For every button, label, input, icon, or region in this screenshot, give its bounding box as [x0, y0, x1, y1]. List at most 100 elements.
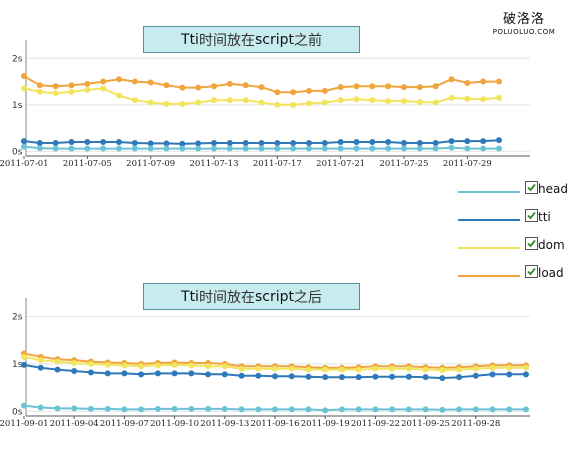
data-point-tti	[54, 366, 61, 373]
legend-swatch-dom	[458, 247, 520, 249]
check-icon	[527, 267, 536, 276]
data-point-dom	[523, 364, 529, 371]
data-point-tti	[171, 370, 178, 377]
data-point-head	[100, 145, 107, 152]
x-tick-label: 2011-09-22	[351, 419, 400, 429]
data-point-tti	[353, 139, 360, 146]
data-point-head	[385, 145, 392, 152]
data-point-dom	[372, 365, 379, 372]
data-point-tti	[71, 368, 78, 375]
data-point-load	[226, 80, 233, 87]
data-point-head	[179, 145, 186, 152]
data-point-tti	[272, 373, 278, 380]
x-tick-label: 2011-09-16	[250, 419, 299, 429]
legend-checkbox-tti[interactable]	[525, 209, 538, 222]
x-tick-label: 2011-09-07	[100, 419, 149, 429]
chart-before: 0s 1s 2s 2011-07-01 2011-07-05 2011-07-09 2011…	[0, 40, 530, 169]
data-point-tti	[179, 140, 186, 147]
legend-swatch-load	[458, 275, 520, 277]
data-point-tti	[221, 371, 228, 378]
data-point-load	[353, 83, 360, 90]
data-point-tti	[523, 371, 529, 378]
x-tick-label: 2011-09-28	[451, 419, 500, 429]
data-point-load	[116, 76, 122, 83]
site-logo-text: 破洛洛	[502, 12, 545, 27]
data-point-dom	[255, 365, 262, 372]
legend-label-head: head	[538, 182, 568, 196]
legend-checkbox-load[interactable]	[525, 265, 538, 278]
x-tick-label: 2011-07-09	[126, 159, 175, 169]
data-point-tti	[464, 138, 471, 145]
data-point-load	[211, 83, 217, 90]
data-point-tti	[506, 371, 513, 378]
legend-swatch-head	[458, 191, 520, 193]
data-point-dom	[37, 357, 44, 364]
data-point-head	[37, 404, 44, 411]
data-point-load	[68, 82, 75, 89]
data-point-load	[84, 80, 91, 87]
data-point-tti	[238, 372, 245, 379]
data-point-dom	[496, 94, 502, 101]
data-point-head	[116, 145, 122, 152]
data-point-load	[448, 76, 455, 83]
data-point-dom	[121, 362, 128, 369]
data-point-head	[258, 145, 265, 152]
chart-after-title-tail: 之后	[293, 289, 322, 306]
data-point-dom	[448, 94, 455, 101]
data-point-dom	[472, 365, 479, 372]
data-point-dom	[116, 92, 122, 99]
data-point-tti	[389, 373, 396, 380]
chart-after-title-code: script	[254, 288, 294, 305]
y-tick-label: 0s	[12, 407, 23, 417]
data-point-head	[337, 145, 344, 152]
data-point-tti	[432, 139, 439, 146]
chart-after-title-cn: 时间放在	[198, 289, 255, 306]
data-point-dom	[104, 361, 111, 368]
data-point-dom	[21, 353, 27, 360]
data-point-head	[211, 145, 217, 152]
data-point-load	[416, 84, 423, 91]
check-icon	[527, 183, 536, 192]
data-point-dom	[171, 361, 178, 368]
data-point-load	[21, 72, 27, 79]
data-point-head	[147, 145, 154, 152]
data-point-dom	[21, 85, 27, 92]
data-point-head	[480, 145, 487, 152]
data-point-dom	[71, 359, 78, 366]
data-point-head	[188, 405, 195, 412]
data-point-dom	[405, 365, 412, 372]
data-point-dom	[100, 85, 107, 92]
data-point-dom	[188, 362, 195, 369]
data-point-head	[21, 402, 27, 409]
data-point-tti	[306, 139, 312, 146]
chart-before-title-latin: Tti	[181, 31, 199, 48]
data-point-dom	[337, 97, 344, 104]
legend-checkbox-dom[interactable]	[525, 237, 538, 250]
data-point-load	[195, 84, 202, 91]
data-point-load	[306, 87, 312, 94]
data-point-dom	[163, 100, 170, 107]
data-point-tti	[448, 138, 455, 145]
legend-checkbox-head[interactable]	[525, 181, 538, 194]
data-point-head	[405, 406, 412, 413]
data-point-head	[489, 406, 496, 413]
data-point-dom	[68, 88, 75, 95]
x-tick-label: 2011-07-29	[443, 159, 492, 169]
chart-before-title-cn: 时间放在	[198, 32, 255, 49]
data-point-head	[274, 145, 281, 152]
data-point-tti	[439, 375, 446, 382]
check-icon	[527, 239, 536, 248]
data-point-load	[258, 84, 265, 91]
data-point-head	[288, 406, 295, 413]
data-point-load	[100, 78, 107, 85]
data-point-tti	[36, 139, 43, 146]
data-point-head	[290, 145, 297, 152]
x-tick-label: 2011-09-13	[200, 419, 249, 429]
data-point-head	[321, 145, 328, 152]
data-point-dom	[205, 363, 212, 370]
data-point-tti	[355, 374, 362, 381]
legend-label-load: load	[538, 266, 564, 280]
data-point-tti	[422, 374, 429, 381]
data-point-head	[104, 405, 111, 412]
